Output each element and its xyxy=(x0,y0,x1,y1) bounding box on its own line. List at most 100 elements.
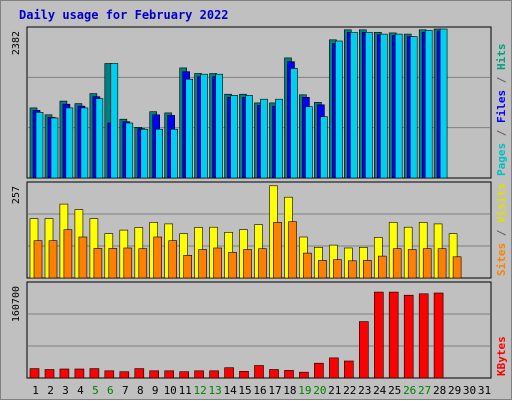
visits-sites-bar xyxy=(63,229,73,279)
hits-pages-bar xyxy=(260,98,268,179)
x-tick-label: 29 xyxy=(448,384,461,397)
kbytes-kbytes-bar xyxy=(269,369,279,379)
kbytes-kbytes-bar xyxy=(239,370,249,379)
hits-pages-bar xyxy=(349,31,358,179)
hits-pages-bar xyxy=(140,128,149,179)
x-tick-label: 4 xyxy=(77,384,84,397)
kbytes-kbytes-bar xyxy=(433,292,444,379)
visits-side-label-part: / xyxy=(495,223,508,243)
kbytes-kbytes-bar xyxy=(149,370,159,379)
kbytes-side-label-part: KBytes xyxy=(495,336,508,376)
visits-sites-bar xyxy=(213,247,222,279)
hits-pages-bar xyxy=(320,116,328,179)
x-tick-label: 3 xyxy=(62,384,69,397)
kbytes-kbytes-bar xyxy=(74,368,85,379)
visits-sites-bar xyxy=(153,236,162,279)
visits-sites-bar xyxy=(93,248,103,279)
visits-sites-bar xyxy=(108,248,118,279)
visits-sites-bar xyxy=(362,260,372,279)
visits-sites-bar xyxy=(437,248,447,279)
kbytes-kbytes-bar xyxy=(329,357,339,379)
x-tick-label: 7 xyxy=(122,384,129,397)
visits-sites-bar xyxy=(198,249,207,279)
visits-sites-bar xyxy=(452,256,462,279)
hits-side-label-part: Pages xyxy=(495,143,508,176)
kbytes-max-label: 160700 xyxy=(11,286,22,322)
hits-pages-bar xyxy=(335,40,343,179)
hits-pages-bar xyxy=(409,36,418,179)
visits-sites-bar xyxy=(123,247,133,279)
visits-sites-bar xyxy=(333,259,342,279)
hits-pages-bar xyxy=(275,98,283,179)
hits-side-label-part: / xyxy=(495,123,508,143)
hits-pages-bar xyxy=(290,68,298,179)
hits-pages-bar xyxy=(185,78,193,179)
hits-pages-bar xyxy=(245,95,253,179)
hits-pages-bar xyxy=(230,95,238,179)
visits-sites-bar xyxy=(138,248,148,279)
visits-side-label-part: Visits xyxy=(495,183,508,223)
kbytes-kbytes-bar xyxy=(134,368,145,379)
x-tick-label: 22 xyxy=(343,384,356,397)
visits-side-label: Sites / Visits xyxy=(495,183,508,276)
x-tick-label: 11 xyxy=(179,384,192,397)
kbytes-kbytes-bar xyxy=(179,371,189,379)
x-tick-label: 6 xyxy=(107,384,114,397)
visits-sites-bar xyxy=(407,249,417,279)
hits-pages-bar xyxy=(424,30,433,179)
kbytes-kbytes-bar xyxy=(29,368,40,379)
x-tick-label: 18 xyxy=(283,384,296,397)
kbytes-kbytes-bar xyxy=(209,370,219,379)
visits-sites-bar xyxy=(183,255,192,279)
visits-sites-bar xyxy=(48,240,58,279)
x-tick-label: 28 xyxy=(433,384,446,397)
hits-pages-bar xyxy=(170,128,178,179)
kbytes-kbytes-bar xyxy=(388,291,399,379)
visits-sites-bar xyxy=(33,240,43,279)
kbytes-kbytes-bar xyxy=(343,360,354,379)
hits-pages-bar xyxy=(200,73,208,179)
kbytes-kbytes-bar xyxy=(59,368,70,379)
visits-sites-bar xyxy=(377,255,387,279)
kbytes-side-label: KBytes xyxy=(495,336,508,376)
kbytes-kbytes-bar xyxy=(403,294,414,379)
kbytes-kbytes-bar xyxy=(224,367,234,379)
x-tick-label: 8 xyxy=(137,384,144,397)
hits-pages-bar xyxy=(65,107,74,179)
visits-side-label-part: Sites xyxy=(495,243,508,276)
hits-side-label-part: / xyxy=(495,70,508,90)
visits-sites-bar xyxy=(273,222,282,279)
kbytes-kbytes-bar xyxy=(119,371,130,379)
kbytes-kbytes-bar xyxy=(89,368,100,379)
visits-sites-bar xyxy=(347,260,357,279)
x-tick-label: 26 xyxy=(403,384,416,397)
x-tick-label: 15 xyxy=(238,384,251,397)
visits-sites-bar xyxy=(318,260,327,279)
hits-pages-bar xyxy=(305,106,313,179)
hits-pages-bar xyxy=(50,117,59,179)
visits-sites-bar xyxy=(243,249,252,279)
hits-pages-bar xyxy=(80,107,89,179)
x-tick-label: 9 xyxy=(152,384,159,397)
kbytes-kbytes-bar xyxy=(418,293,429,379)
visits-sites-bar xyxy=(303,252,312,279)
x-tick-label: 21 xyxy=(328,384,341,397)
visits-sites-bar xyxy=(258,248,267,279)
kbytes-kbytes-bar xyxy=(194,370,204,379)
kbytes-kbytes-bar xyxy=(254,365,264,379)
kbytes-kbytes-bar xyxy=(164,370,174,379)
hits-pages-bar xyxy=(364,31,373,179)
hits-pages-bar xyxy=(110,63,119,179)
kbytes-kbytes-bar xyxy=(373,291,384,379)
hits-side-label: Pages / Files / Hits xyxy=(495,44,508,177)
x-tick-label: 14 xyxy=(223,384,237,397)
visits-max-label: 257 xyxy=(11,186,22,204)
x-tick-label: 10 xyxy=(164,384,177,397)
x-tick-label: 20 xyxy=(313,384,326,397)
hits-pages-bar xyxy=(155,128,163,179)
x-tick-label: 27 xyxy=(418,384,431,397)
hits-pages-bar xyxy=(379,33,388,179)
visits-sites-bar xyxy=(168,240,177,279)
